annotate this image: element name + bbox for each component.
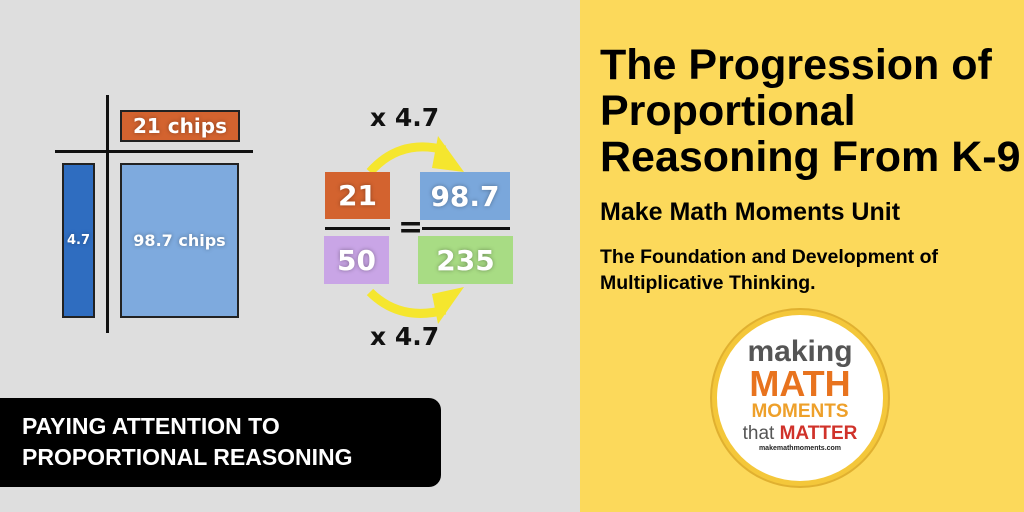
- fraction-bar-left: [325, 227, 390, 230]
- area-label: 98.7 chips: [133, 231, 226, 250]
- horizontal-divider: [55, 150, 253, 153]
- side-label: 4.7: [66, 233, 91, 248]
- banner-line-2: PROPORTIONAL REASONING: [22, 444, 353, 470]
- logo-that: that: [742, 423, 775, 444]
- page-title: The Progression of Proportional Reasonin…: [600, 42, 1021, 180]
- denominator-text: 50: [337, 243, 376, 277]
- multiplier-bottom: x 4.7: [370, 322, 440, 351]
- subtitle: The Foundation and Development of Multip…: [600, 244, 938, 296]
- title-line: Proportional: [600, 87, 856, 135]
- side-bar: 4.7: [62, 163, 95, 318]
- subtitle-line: The Foundation and Development of: [600, 246, 938, 268]
- numerator-text: 98.7: [430, 179, 500, 213]
- arrow-top-icon: [366, 136, 464, 176]
- ratio-right-numerator: 98.7: [420, 172, 510, 220]
- logo-matter: MATTER: [779, 423, 858, 444]
- make-math-moments-logo: making MATH MOMENTS that MATTER makemath…: [712, 310, 888, 486]
- vertical-divider: [106, 95, 109, 333]
- logo-moments: MOMENTS: [751, 401, 849, 422]
- top-label-box: 21 chips: [120, 110, 240, 142]
- arrow-bottom-icon: [366, 287, 464, 324]
- ratio-left-numerator: 21: [325, 172, 390, 219]
- fraction-bar-right: [422, 227, 510, 230]
- logo-making: making: [747, 335, 853, 368]
- ratio-right-denominator: 235: [418, 236, 513, 284]
- unit-name: Make Math Moments Unit: [600, 198, 901, 226]
- logo-math: MATH: [749, 363, 851, 404]
- area-box: 98.7 chips: [120, 163, 239, 318]
- topic-banner: PAYING ATTENTION TO PROPORTIONAL REASONI…: [0, 398, 441, 487]
- top-label: 21 chips: [133, 114, 227, 138]
- numerator-text: 21: [338, 179, 377, 212]
- banner-line-1: PAYING ATTENTION TO: [22, 413, 280, 439]
- diagram-panel: 21 chips 4.7 98.7 chips x 4.7 21 50 = 98…: [0, 0, 580, 512]
- title-line: Reasoning From K-9: [600, 133, 1021, 181]
- logo-url: makemathmoments.com: [758, 445, 842, 452]
- title-line: The Progression of: [600, 41, 992, 89]
- multiplier-top: x 4.7: [370, 103, 440, 132]
- ratio-left-denominator: 50: [324, 236, 389, 284]
- denominator-text: 235: [436, 243, 495, 277]
- subtitle-line: Multiplicative Thinking.: [600, 272, 816, 294]
